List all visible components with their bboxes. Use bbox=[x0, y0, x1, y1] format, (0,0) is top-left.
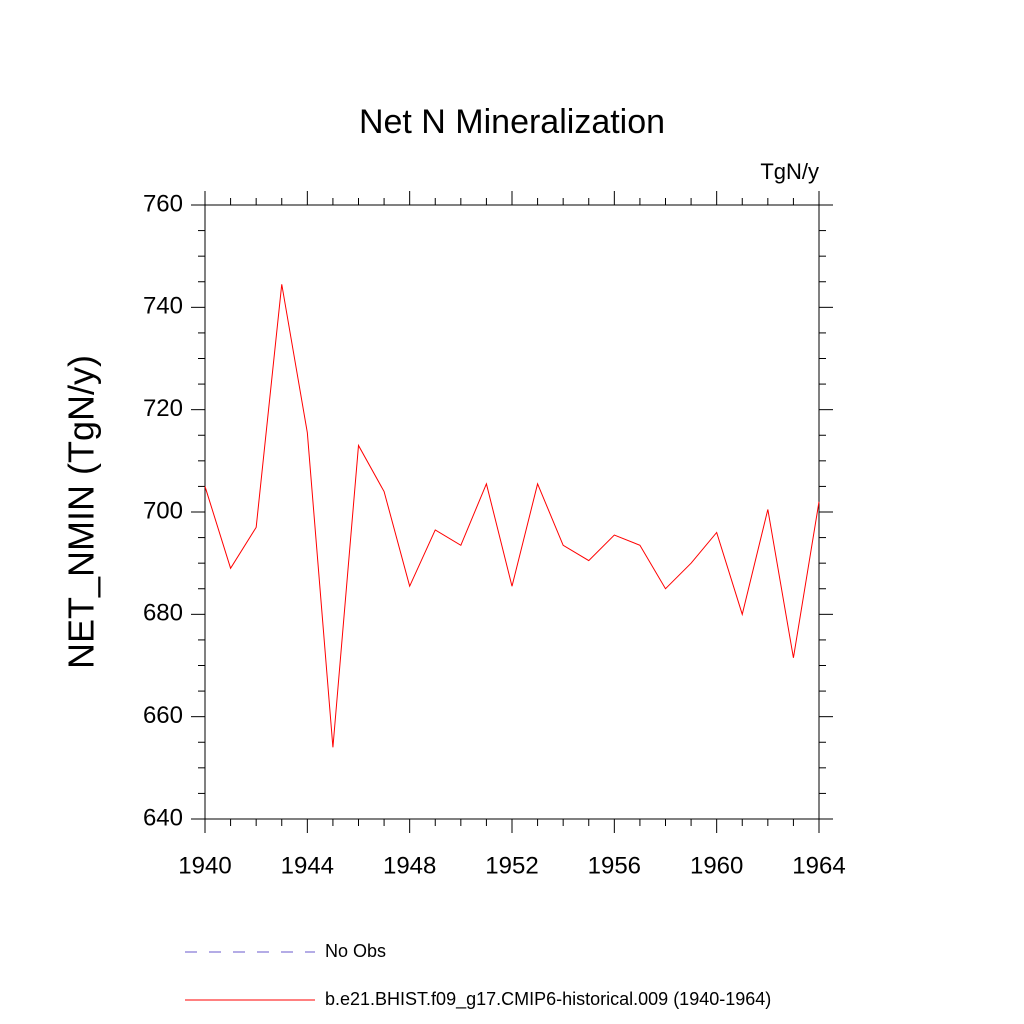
chart-title: Net N Mineralization bbox=[359, 103, 665, 141]
y-tick-label: 760 bbox=[143, 190, 183, 217]
legend-label: No Obs bbox=[325, 941, 386, 961]
x-tick-label: 1944 bbox=[281, 852, 334, 879]
plot-frame bbox=[204, 204, 820, 820]
y-tick-label: 680 bbox=[143, 600, 183, 627]
x-tick-label: 1948 bbox=[383, 852, 436, 879]
units-label: TgN/y bbox=[760, 159, 819, 184]
x-tick-label: 1940 bbox=[178, 852, 231, 879]
legend-label: b.e21.BHIST.f09_g17.CMIP6-historical.009… bbox=[325, 989, 771, 1010]
x-tick-label: 1960 bbox=[690, 852, 743, 879]
x-tick-label: 1956 bbox=[588, 852, 641, 879]
y-axis-label: NET_NMIN (TgN/y) bbox=[61, 355, 102, 669]
data-line bbox=[204, 284, 820, 748]
x-tick-label: 1952 bbox=[485, 852, 538, 879]
x-tick-label: 1964 bbox=[792, 852, 845, 879]
y-tick-label: 640 bbox=[143, 804, 183, 831]
y-tick-label: 660 bbox=[143, 702, 183, 729]
y-tick-label: 740 bbox=[143, 293, 183, 320]
y-tick-label: 720 bbox=[143, 395, 183, 422]
y-tick-label: 700 bbox=[143, 497, 183, 524]
